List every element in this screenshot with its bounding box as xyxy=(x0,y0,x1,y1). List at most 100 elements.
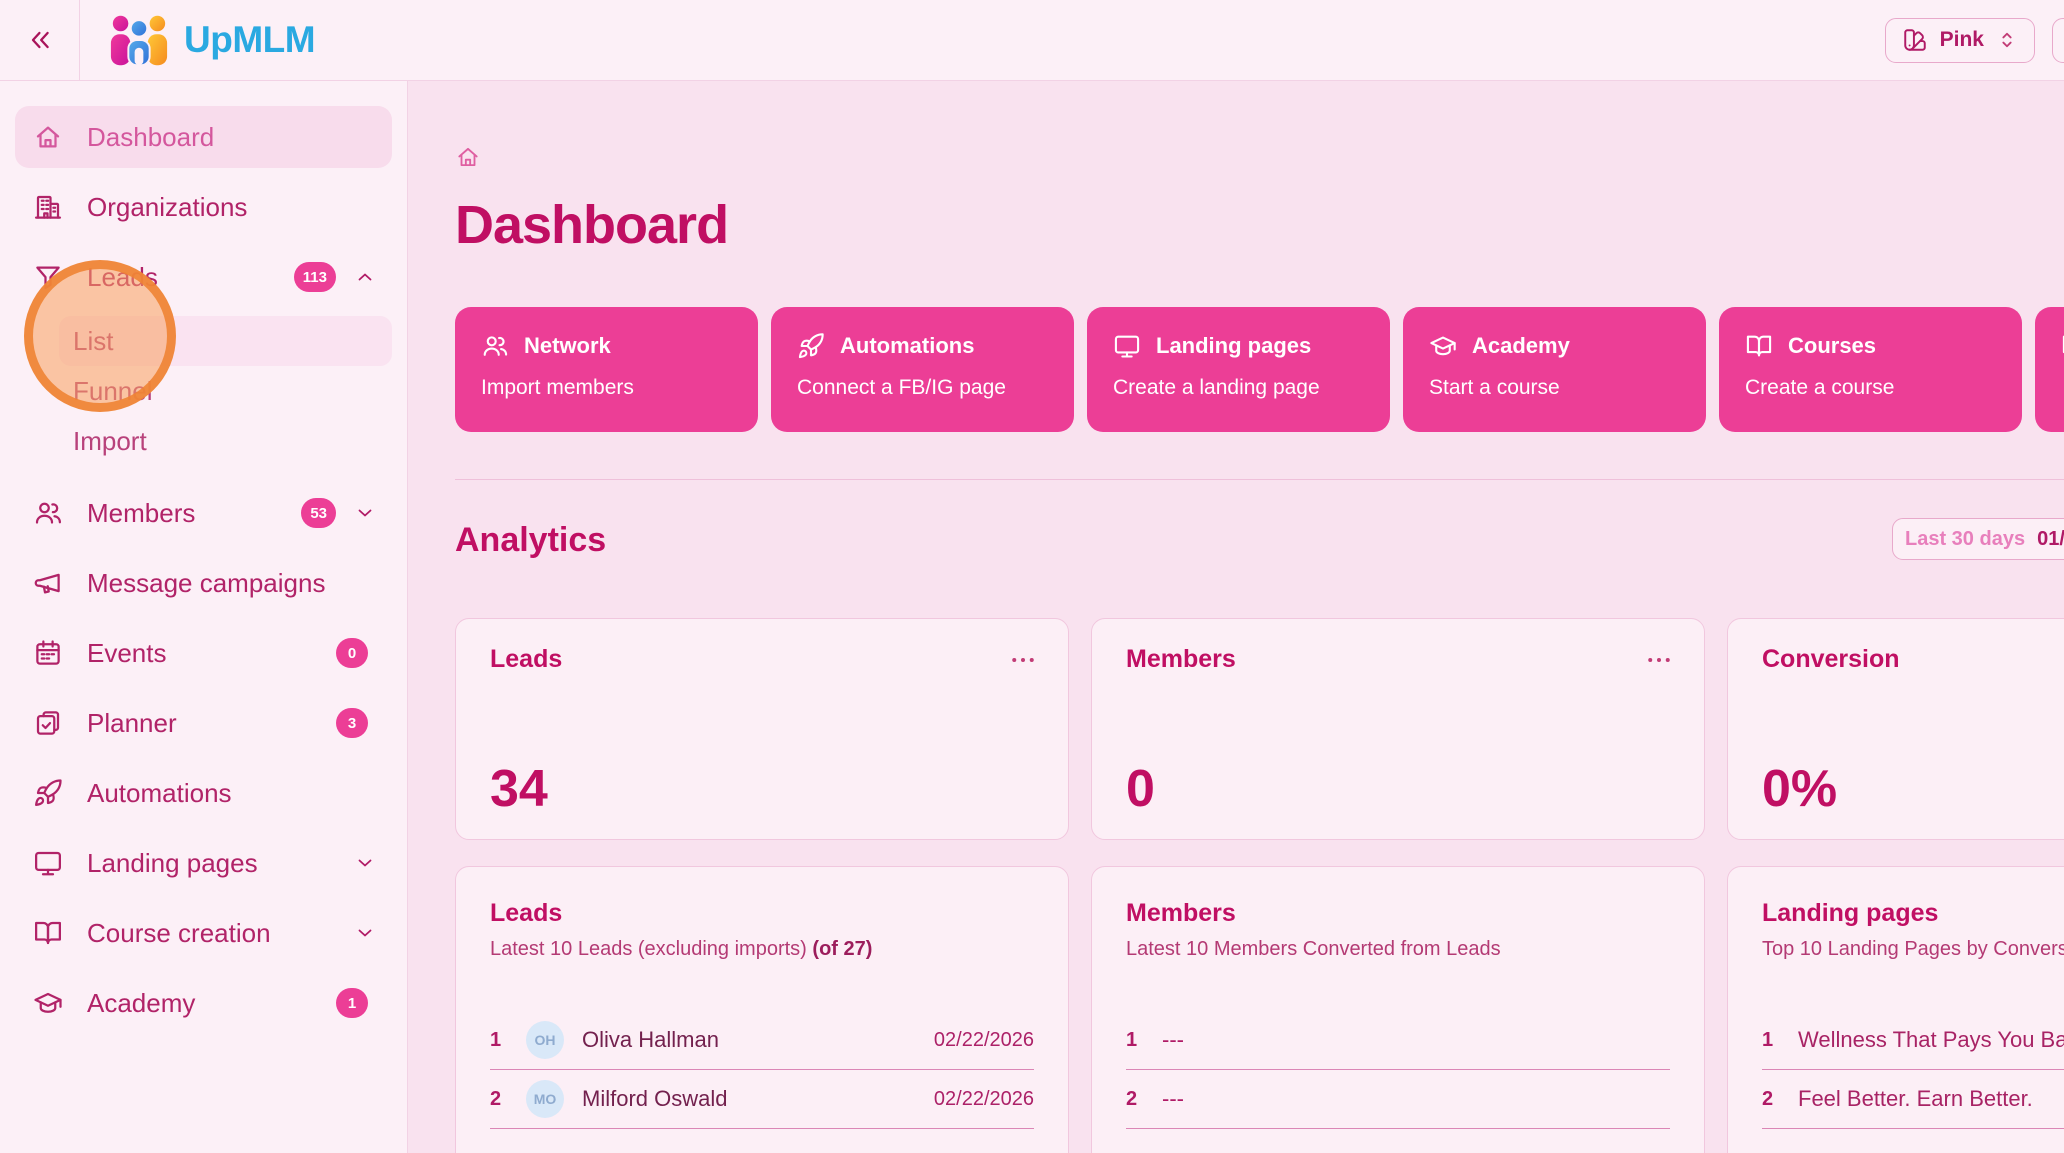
home-icon xyxy=(36,126,60,148)
stat-card-header: Conversion xyxy=(1762,645,2064,674)
list-row[interactable]: 2 Feel Better. Earn Better. xyxy=(1762,1070,2064,1129)
quick-action-landing-pages[interactable]: Landing pages Create a landing page xyxy=(1087,307,1390,432)
chevron-up-icon xyxy=(358,273,372,281)
quick-action-network[interactable]: Network Import members xyxy=(455,307,758,432)
list-card-leads: Leads Latest 10 Leads (excluding imports)… xyxy=(455,866,1069,1153)
sidebar-item-academy[interactable]: Academy 1 xyxy=(15,972,392,1034)
row-number: 1 xyxy=(1762,1028,1774,1051)
book-icon xyxy=(33,918,63,948)
quick-action-courses[interactable]: Courses Create a course xyxy=(1719,307,2022,432)
ellipsis-menu-icon[interactable] xyxy=(1644,645,1674,675)
sidebar-subitem-import[interactable]: Import xyxy=(73,425,147,456)
chevron-down-icon[interactable] xyxy=(352,920,378,946)
sidebar-subitem-funnel[interactable]: Funnel xyxy=(73,375,153,406)
swatch-book-icon xyxy=(1903,29,1926,51)
sidebar-item-members[interactable]: Members 53 xyxy=(15,482,392,544)
top-bar: UpMLM Pink xyxy=(0,0,2064,81)
count-badge: 1 xyxy=(336,988,368,1018)
stat-card-header: Members xyxy=(1126,645,1674,675)
ellipsis-menu-icon[interactable] xyxy=(1008,645,1038,675)
row-name: Feel Better. Earn Better. xyxy=(1798,1086,2033,1111)
chevrons-up-down-icon xyxy=(2002,32,2012,48)
sidebar-item-label: Academy xyxy=(87,987,196,1018)
megaphone-icon xyxy=(33,568,63,598)
sidebar-item-label: Landing pages xyxy=(87,847,258,878)
sidebar-item-planner[interactable]: Planner 3 xyxy=(15,692,392,754)
list-card-title: Leads xyxy=(490,899,563,927)
quick-action-title: Landing pages xyxy=(1156,333,1312,358)
avatar: MO xyxy=(526,1080,564,1118)
quick-action-item[interactable] xyxy=(2035,307,2064,432)
list-row[interactable]: 1 OH Oliva Hallman 02/22/2026 xyxy=(490,1011,1034,1070)
date-range-label: Last 30 days xyxy=(1905,527,2026,550)
analytics-stats-row: Leads 34 Members 0 Conversion 0% xyxy=(455,618,2064,840)
quick-action-header: Courses xyxy=(1745,332,1996,360)
brand-logo: UpMLM xyxy=(108,12,316,68)
sidebar-subgroup-leads: List Funnel Import xyxy=(59,316,392,466)
chevron-down-icon[interactable] xyxy=(352,850,378,876)
quick-action-automations[interactable]: Automations Connect a FB/IG page xyxy=(771,307,1074,432)
date-range-selector[interactable]: Last 30 days 01/2 xyxy=(1892,518,2064,560)
avatar: OH xyxy=(526,1021,564,1059)
count-badge: 53 xyxy=(301,498,336,528)
list-rows: 1 OH Oliva Hallman 02/22/2026 2 MO Milford Osw… xyxy=(490,1011,1034,1129)
sidebar-item-landing-pages[interactable]: Landing pages xyxy=(15,832,392,894)
sidebar-item-leads[interactable]: Leads 113 xyxy=(15,246,392,308)
quick-action-header: Landing pages xyxy=(1113,332,1364,360)
calendar-icon xyxy=(33,638,63,668)
sidebar-item-automations[interactable]: Automations xyxy=(15,762,392,824)
home-icon xyxy=(33,122,63,152)
stat-card-value: 0 xyxy=(1126,760,1155,818)
chevron-up-icon[interactable] xyxy=(352,264,378,290)
stat-card-title: Members xyxy=(1126,645,1236,673)
list-row[interactable]: 2 --- xyxy=(1126,1070,1670,1129)
sidebar-item-label: Message campaigns xyxy=(87,567,326,598)
quick-action-subtitle: Start a course xyxy=(1429,376,1560,399)
sidebar-item-events[interactable]: Events 0 xyxy=(15,622,392,684)
chevron-down-icon xyxy=(358,859,372,867)
users-icon xyxy=(481,332,509,360)
list-card-title: Members xyxy=(1126,899,1236,927)
count-badge: 3 xyxy=(336,708,368,738)
sidebar-item-label: Organizations xyxy=(87,191,248,222)
breadcrumb-home-icon[interactable] xyxy=(455,144,481,170)
theme-selector-button[interactable]: Pink xyxy=(1884,17,2035,63)
upmlm-logo-icon xyxy=(110,15,168,67)
gradcap-icon xyxy=(34,992,62,1013)
chevron-down-icon[interactable] xyxy=(352,500,378,526)
sidebar-item-message-campaigns[interactable]: Message campaigns xyxy=(15,552,392,614)
sidebar-item-course-creation[interactable]: Course creation xyxy=(15,902,392,964)
main-content: Dashboard Network Import members Automatio… xyxy=(408,80,2064,1153)
row-number: 2 xyxy=(1762,1087,1774,1110)
brand-name: UpMLM xyxy=(184,19,316,60)
rocket-icon xyxy=(35,779,62,806)
clipboard-icon xyxy=(36,711,60,735)
date-range-value: 01/2 xyxy=(2037,527,2064,550)
list-card-members: Members Latest 10 Members Converted from … xyxy=(1091,866,1705,1153)
header-edge-button[interactable] xyxy=(2052,18,2064,63)
quick-action-subtitle: Connect a FB/IG page xyxy=(797,376,1006,399)
stat-card-header: Leads xyxy=(490,645,1038,675)
sidebar-nav: Dashboard Organizations Leads 113 List Funnel… xyxy=(15,106,392,1034)
list-card-landing-pages: Landing pages Top 10 Landing Pages by Con… xyxy=(1727,866,2064,1153)
count-badge: 0 xyxy=(336,638,368,668)
list-row[interactable]: 2 MO Milford Oswald 02/22/2026 xyxy=(490,1070,1034,1129)
quick-action-academy[interactable]: Academy Start a course xyxy=(1403,307,1706,432)
sidebar-collapse-button[interactable] xyxy=(0,0,80,80)
quick-actions-row: Network Import members Automations Connect … xyxy=(455,307,2064,432)
building-icon xyxy=(35,195,61,219)
monitor-icon xyxy=(33,848,63,878)
sidebar-item-organizations[interactable]: Organizations xyxy=(15,176,392,238)
sidebar: Dashboard Organizations Leads 113 List Funnel… xyxy=(0,80,408,1153)
ellipsis-menu-icon xyxy=(1647,656,1671,664)
row-name: Milford Oswald xyxy=(582,1086,728,1111)
sidebar-subitem-list[interactable]: List xyxy=(59,316,392,366)
list-row[interactable]: 1 --- xyxy=(1126,1011,1670,1070)
list-row[interactable]: 1 Wellness That Pays You Back xyxy=(1762,1011,2064,1070)
quick-action-subtitle: Create a landing page xyxy=(1113,376,1320,399)
row-name: Wellness That Pays You Back xyxy=(1798,1027,2064,1052)
sidebar-item-dashboard[interactable]: Dashboard xyxy=(15,106,392,168)
monitor-icon xyxy=(35,851,61,876)
stat-card-title: Leads xyxy=(490,645,563,673)
